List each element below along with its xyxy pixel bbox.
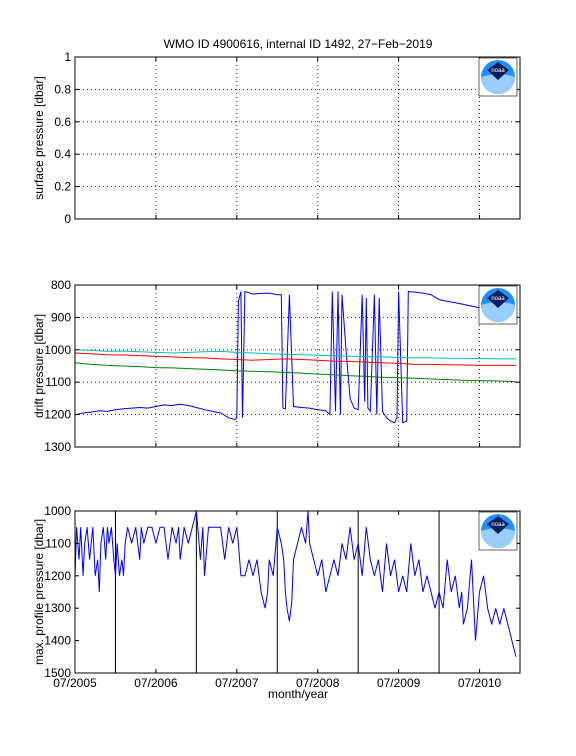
y-tick-label: 1100 bbox=[45, 536, 71, 550]
y-tick-label: 0.8 bbox=[54, 82, 71, 96]
logo-wave bbox=[481, 302, 515, 322]
series-line-green bbox=[74, 362, 517, 383]
axes-box bbox=[74, 56, 521, 220]
noaa-logo: noaa bbox=[478, 285, 518, 325]
y-tick-label: 1200 bbox=[44, 408, 71, 422]
y-tick-label: 0.4 bbox=[54, 147, 71, 161]
noaa-logo: noaa bbox=[478, 511, 518, 551]
y-tick-label: 1 bbox=[64, 50, 71, 64]
y-tick-label: 0.6 bbox=[54, 115, 71, 129]
series-line-cyan bbox=[74, 349, 516, 360]
x-tick-label: 07/2010 bbox=[458, 676, 502, 690]
y-axis-label: max. profile pressure [dbar] bbox=[32, 519, 46, 665]
y-tick-label: 1000 bbox=[44, 504, 71, 518]
logo-bird bbox=[487, 516, 509, 534]
surface-pressure-panel: 0 0.2 0.4 0.6 0.8 1 surface pressure [dbar] noa… bbox=[32, 50, 521, 226]
y-tick-label: 0 bbox=[64, 212, 71, 226]
x-axis-label: month/year bbox=[268, 687, 328, 701]
x-tick-label: 07/2008 bbox=[296, 676, 340, 690]
figure-title: WMO ID 4900616, internal ID 1492, 27−Feb… bbox=[164, 37, 433, 51]
logo-text: noaa bbox=[491, 68, 505, 74]
y-axis-label: surface pressure [dbar] bbox=[32, 76, 46, 199]
drift-pressure-panel: 800 900 1000 1100 1200 1300 drift pressure [db… bbox=[32, 278, 521, 454]
y-axis-label: drift pressure [dbar] bbox=[32, 314, 46, 418]
y-tick-label: 1100 bbox=[45, 375, 71, 389]
x-tick-label: 07/2009 bbox=[377, 676, 421, 690]
logo-text: noaa bbox=[491, 522, 505, 528]
y-tick-label: 0.2 bbox=[54, 180, 71, 194]
y-tick-label: 1400 bbox=[44, 634, 71, 648]
axes-box bbox=[74, 510, 521, 674]
y-tick-label: 1300 bbox=[44, 601, 71, 615]
y-tick-label: 1000 bbox=[44, 343, 71, 357]
series-line-blue bbox=[74, 290, 513, 424]
x-tick-label: 07/2006 bbox=[134, 676, 178, 690]
x-tick-label: 07/2005 bbox=[53, 676, 97, 690]
y-tick-label: 900 bbox=[51, 310, 71, 324]
y-tick-label: 800 bbox=[51, 278, 71, 292]
logo-text: noaa bbox=[491, 296, 505, 302]
series-line-blue bbox=[74, 510, 517, 657]
y-tick-label: 1300 bbox=[44, 440, 71, 454]
logo-wave bbox=[481, 528, 515, 548]
noaa-logo: noaa bbox=[478, 57, 518, 97]
y-tick-label: 1200 bbox=[44, 569, 71, 583]
logo-bird bbox=[487, 62, 509, 80]
x-tick-label: 07/2007 bbox=[215, 676, 259, 690]
axes-box bbox=[74, 284, 521, 448]
series-line-red bbox=[74, 352, 516, 366]
logo-bird bbox=[487, 290, 509, 308]
logo-wave bbox=[481, 74, 515, 94]
y-tick-label: 1500 bbox=[44, 666, 71, 680]
